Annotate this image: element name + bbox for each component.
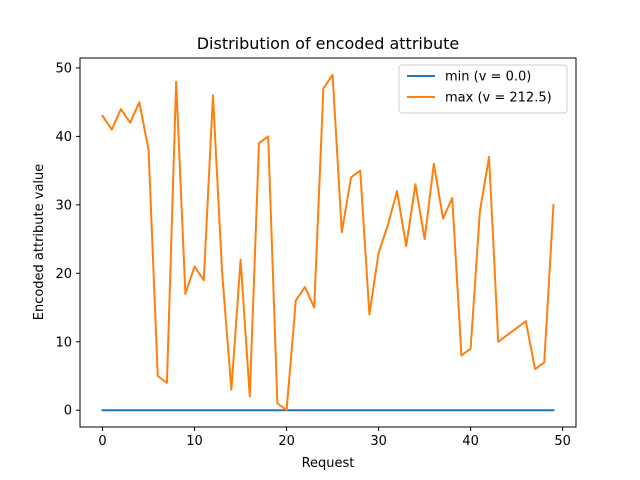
series-1 — [101, 73, 555, 412]
chart-title: Distribution of encoded attribute — [197, 34, 460, 53]
series-0 — [101, 409, 555, 412]
y-axis-label: Encoded attribute value — [32, 164, 47, 321]
x-axis-label: Request — [302, 456, 355, 471]
y-tick-label: 10 — [55, 335, 72, 350]
y-tick-label: 20 — [55, 267, 72, 282]
x-tick-label: 10 — [186, 434, 203, 449]
axes-frame — [79, 57, 577, 428]
axes: 0 10 20 30 40 50 0 10 20 30 40 50 — [55, 57, 577, 449]
plot-area — [101, 73, 555, 412]
x-tick-label: 20 — [278, 434, 295, 449]
y-tick-label: 30 — [55, 198, 72, 213]
x-tick-label: 50 — [554, 434, 571, 449]
legend: min (v = 0.0) max (v = 212.5) — [398, 64, 568, 114]
x-tick-label: 0 — [98, 434, 106, 449]
legend-label-0: min (v = 0.0) — [445, 70, 531, 85]
legend-label-1: max (v = 212.5) — [445, 91, 552, 106]
y-tick-label: 50 — [55, 61, 72, 76]
x-tick-label: 30 — [370, 434, 387, 449]
y-tick-label: 0 — [64, 404, 72, 419]
x-tick-label: 40 — [462, 434, 479, 449]
legend-box — [398, 64, 568, 114]
series-line-1 — [101, 73, 555, 412]
y-tick-label: 40 — [55, 130, 72, 145]
